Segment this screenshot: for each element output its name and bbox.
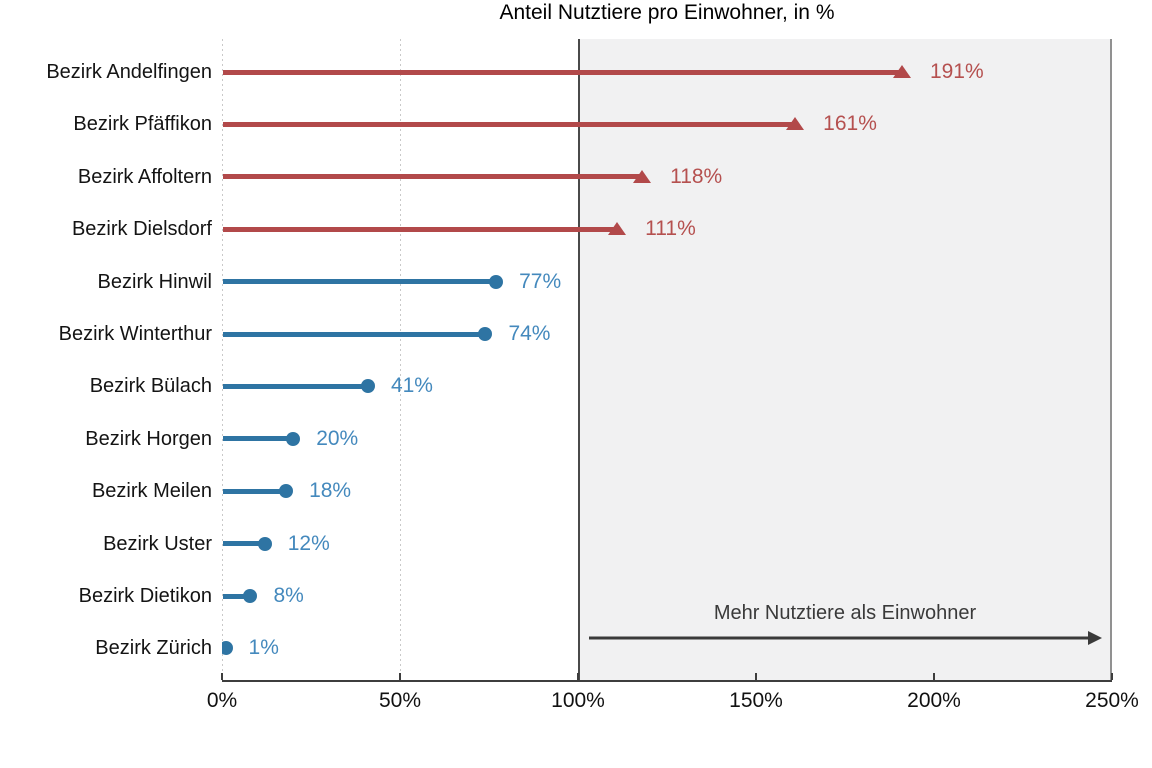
- x-tick-label-250: 250%: [1085, 689, 1139, 712]
- triangle-marker: [786, 117, 805, 131]
- circle-marker: [478, 327, 493, 341]
- circle-marker: [257, 536, 272, 551]
- lollipop-line: [223, 593, 252, 599]
- value-label: 41%: [390, 374, 433, 398]
- lollipop-line: [223, 541, 266, 547]
- value-label: 111%: [645, 217, 696, 241]
- value-label: 18%: [309, 479, 352, 503]
- circle-marker: [222, 641, 233, 656]
- circle-marker: [286, 431, 301, 446]
- lollipop-line: [223, 436, 295, 442]
- value-label: 191%: [929, 60, 984, 83]
- shaded-region-over-100-percent: [578, 39, 1112, 682]
- row-label: Bezirk Winterthur: [58, 323, 212, 345]
- x-tick-0: [221, 673, 223, 680]
- triangle-marker: [892, 65, 911, 78]
- lollipop-line: [223, 174, 644, 180]
- circle-marker: [279, 484, 294, 499]
- value-label: 12%: [287, 531, 330, 555]
- row-label: Bezirk Dielsdorf: [71, 218, 212, 241]
- value-label: 20%: [316, 426, 359, 450]
- x-tick-label-150: 150%: [729, 689, 783, 712]
- x-tick-label-100: 100%: [551, 689, 605, 712]
- lollipop-line: [223, 226, 619, 232]
- lollipop-line: [223, 69, 903, 75]
- row-label: Bezirk Dietikon: [78, 585, 212, 607]
- x-axis-line: [222, 680, 1112, 682]
- x-tick-50: [399, 673, 401, 680]
- value-label: 1%: [248, 636, 279, 660]
- row-label: Bezirk Andelfingen: [46, 61, 212, 83]
- value-label: 74%: [508, 322, 551, 345]
- circle-marker: [489, 274, 504, 289]
- circle-marker: [243, 589, 258, 603]
- lollipop-line: [223, 488, 288, 494]
- lollipop-line: [223, 331, 487, 337]
- x-tick-150: [755, 673, 757, 680]
- lollipop-line: [223, 279, 498, 285]
- circle-marker: [360, 379, 375, 394]
- x-tick-250: [1111, 673, 1113, 680]
- annotation-right-arrow-icon: [588, 631, 1102, 645]
- row-label: Bezirk Affoltern: [77, 165, 212, 188]
- x-tick-label-0: 0%: [206, 689, 238, 712]
- row-label: Bezirk Hinwil: [97, 270, 212, 293]
- value-label: 118%: [670, 164, 723, 188]
- triangle-marker: [633, 169, 652, 183]
- value-label: 161%: [823, 112, 877, 136]
- x-tick-label-200: 200%: [907, 689, 961, 712]
- value-label: 77%: [519, 269, 562, 293]
- x-tick-label-50: 50%: [378, 689, 422, 712]
- value-label: 8%: [273, 584, 304, 607]
- row-label: Bezirk Horgen: [85, 427, 212, 450]
- row-label: Bezirk Pfäffikon: [73, 113, 212, 136]
- x-tick-200: [933, 673, 935, 680]
- x-axis-title: Anteil Nutztiere pro Einwohner, in %: [499, 1, 835, 24]
- plot-area: 191% 161% 118% 111% 77% 74% 41% 20% 18% 12% 8% 1%: [222, 0, 1152, 768]
- annotation-text: Mehr Nutztiere als Einwohner: [713, 602, 977, 624]
- row-label: Bezirk Uster: [103, 532, 212, 555]
- row-label: Bezirk Meilen: [91, 480, 212, 503]
- lollipop-line: [223, 383, 369, 389]
- row-label: Bezirk Bülach: [89, 375, 212, 398]
- gridline-0: [221, 39, 223, 682]
- triangle-marker: [608, 222, 627, 236]
- row-label: Bezirk Zürich: [95, 637, 212, 660]
- gridline-50: [399, 39, 401, 682]
- lollipop-line: [223, 121, 797, 127]
- x-tick-100: [577, 673, 579, 680]
